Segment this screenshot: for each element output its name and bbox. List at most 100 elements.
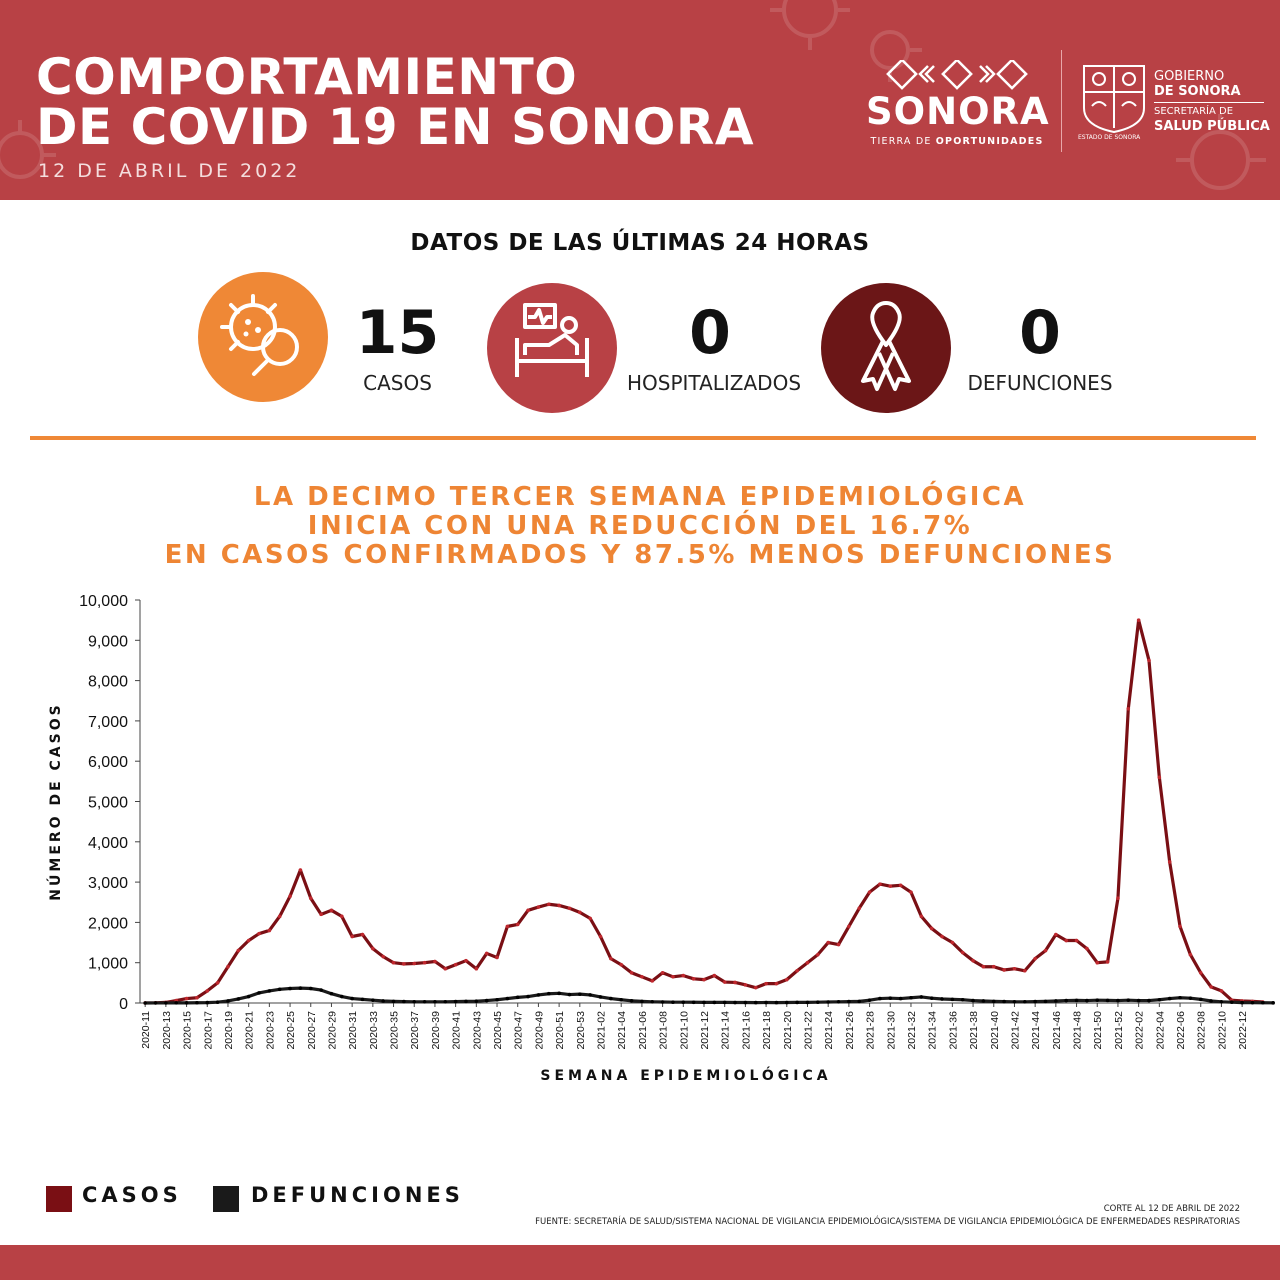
data-point-deaths bbox=[1271, 1001, 1275, 1005]
data-point-cases bbox=[474, 966, 479, 971]
hospital-label: HOSPITALIZADOS bbox=[626, 371, 802, 395]
data-point-deaths bbox=[1178, 995, 1182, 1000]
data-point-cases bbox=[298, 868, 303, 872]
data-point-cases bbox=[826, 940, 830, 945]
x-tick-label: 2022-04 bbox=[1154, 1011, 1166, 1050]
y-tick-label: 10,000 bbox=[79, 593, 128, 610]
data-point-cases bbox=[412, 961, 417, 966]
data-point-cases bbox=[288, 894, 292, 899]
data-point-cases bbox=[484, 951, 489, 956]
headline-line2: INICIA CON UNA REDUCCIÓN DEL 16.7% bbox=[307, 511, 973, 541]
data-point-cases bbox=[1178, 924, 1182, 929]
y-tick-label: 7,000 bbox=[88, 714, 128, 731]
data-point-deaths bbox=[164, 1001, 168, 1005]
data-point-deaths bbox=[805, 1000, 810, 1005]
data-point-deaths bbox=[412, 999, 417, 1004]
data-point-deaths bbox=[733, 1000, 737, 1005]
data-point-cases bbox=[195, 995, 199, 1000]
data-point-deaths bbox=[1250, 1000, 1255, 1005]
x-tick-label: 2020-39 bbox=[430, 1011, 442, 1050]
data-point-deaths bbox=[536, 993, 541, 997]
x-tick-label: 2020-45 bbox=[492, 1011, 504, 1050]
data-point-cases bbox=[433, 959, 437, 964]
data-point-cases bbox=[847, 924, 851, 929]
data-point-cases bbox=[557, 903, 561, 908]
data-point-deaths bbox=[867, 998, 872, 1002]
mourning-ribbon-icon bbox=[861, 301, 911, 391]
data-point-deaths bbox=[1198, 997, 1203, 1002]
data-point-deaths bbox=[1157, 997, 1162, 1002]
gov-line4: SALUD PÚBLICA bbox=[1154, 119, 1270, 134]
data-point-deaths bbox=[557, 991, 561, 996]
data-point-cases bbox=[526, 908, 530, 913]
data-point-deaths bbox=[329, 991, 334, 996]
data-point-deaths bbox=[619, 997, 624, 1002]
footer-bar bbox=[0, 1245, 1280, 1280]
y-tick-label: 6,000 bbox=[88, 754, 128, 771]
x-tick-label: 2020-29 bbox=[326, 1011, 338, 1050]
x-axis-title: SEMANA EPIDEMIOLÓGICA bbox=[540, 1066, 831, 1084]
data-point-cases bbox=[1095, 960, 1100, 965]
data-point-cases bbox=[712, 973, 717, 978]
x-tick-label: 2020-13 bbox=[161, 1011, 173, 1050]
data-point-cases bbox=[495, 955, 499, 960]
data-point-deaths bbox=[184, 1001, 189, 1005]
y-axis-title: NÚMERO DE CASOS bbox=[46, 702, 64, 900]
daily-section-title: DATOS DE LAS ÚLTIMAS 24 HORAS bbox=[410, 230, 870, 256]
x-tick-label: 2020-15 bbox=[182, 1011, 194, 1050]
x-tick-label: 2020-31 bbox=[347, 1011, 359, 1050]
data-point-deaths bbox=[308, 986, 313, 991]
data-point-cases bbox=[422, 960, 427, 965]
cutoff-note: CORTE AL 12 DE ABRIL DE 2022 bbox=[1103, 1204, 1240, 1214]
data-point-cases bbox=[588, 916, 592, 921]
data-point-deaths bbox=[1033, 999, 1037, 1004]
data-point-cases bbox=[215, 981, 220, 985]
data-point-deaths bbox=[350, 996, 354, 1001]
data-point-deaths bbox=[660, 1000, 665, 1004]
data-point-deaths bbox=[505, 996, 510, 1001]
x-tick-label: 2020-21 bbox=[244, 1011, 256, 1050]
sonora-tagline: TIERRA DE OPORTUNIDADES bbox=[870, 136, 1044, 147]
x-tick-label: 2022-12 bbox=[1237, 1011, 1249, 1050]
data-point-deaths bbox=[319, 988, 323, 992]
data-point-cases bbox=[1147, 658, 1151, 663]
data-point-cases bbox=[1074, 938, 1079, 943]
series-deaths bbox=[143, 986, 1275, 1005]
data-point-deaths bbox=[702, 1000, 706, 1005]
data-point-cases bbox=[1209, 985, 1213, 989]
data-point-cases bbox=[1023, 968, 1027, 973]
gov-line3: SECRETARÍA DE bbox=[1154, 106, 1234, 117]
data-point-cases bbox=[339, 914, 344, 919]
hospital-bed-icon bbox=[515, 303, 589, 377]
data-point-deaths bbox=[443, 999, 448, 1004]
x-tick-label: 2020-53 bbox=[575, 1011, 587, 1050]
virus-decoration-icon bbox=[1176, 114, 1266, 190]
data-point-cases bbox=[319, 912, 323, 917]
data-point-deaths bbox=[495, 997, 499, 1002]
data-point-cases bbox=[950, 940, 955, 945]
deaths-value: 0 bbox=[1019, 298, 1061, 368]
data-point-cases bbox=[784, 977, 789, 982]
data-point-cases bbox=[960, 950, 965, 955]
data-point-deaths bbox=[1023, 999, 1027, 1004]
data-point-cases bbox=[1012, 966, 1017, 971]
data-point-deaths bbox=[909, 995, 913, 1000]
data-point-cases bbox=[381, 954, 385, 959]
data-point-cases bbox=[1157, 775, 1162, 780]
data-point-deaths bbox=[1085, 998, 1089, 1003]
data-point-deaths bbox=[1147, 998, 1151, 1003]
data-point-cases bbox=[1198, 970, 1203, 975]
data-point-deaths bbox=[1043, 999, 1048, 1004]
x-tick-label: 2021-18 bbox=[761, 1011, 773, 1050]
page-title-line2: DE COVID 19 EN SONORA bbox=[36, 98, 755, 156]
data-point-deaths bbox=[515, 995, 520, 1000]
seal-caption: ESTADO DE SONORA bbox=[1078, 134, 1141, 141]
x-tick-label: 2021-34 bbox=[927, 1011, 939, 1050]
data-point-deaths bbox=[971, 998, 975, 1003]
data-point-deaths bbox=[640, 999, 644, 1004]
y-tick-label: 0 bbox=[119, 996, 128, 1013]
data-point-cases bbox=[919, 914, 924, 919]
virus-decoration-icon bbox=[0, 120, 56, 179]
x-tick-label: 2022-08 bbox=[1196, 1011, 1208, 1050]
data-point-deaths bbox=[774, 1000, 779, 1005]
